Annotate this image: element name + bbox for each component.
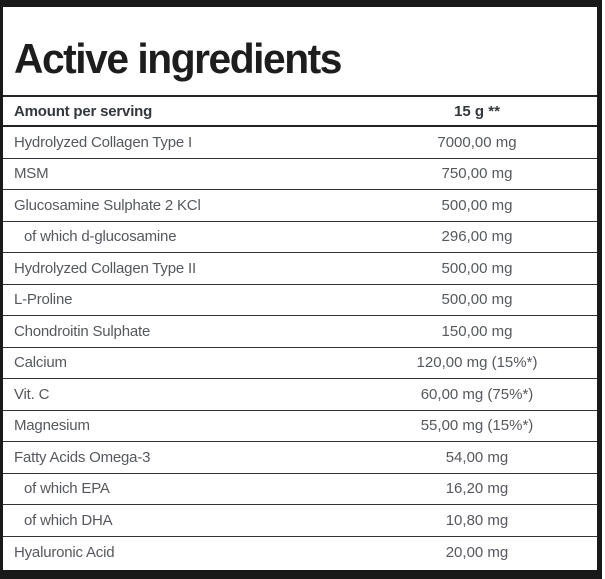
ingredient-name: of which d-glucosamine bbox=[24, 228, 177, 246]
ingredient-amount: 16,20 mg bbox=[445, 480, 509, 498]
ingredient-amount: 55,00 mg (15%*) bbox=[420, 417, 534, 435]
ingredient-name: Hyaluronic Acid bbox=[14, 543, 115, 561]
ingredient-amount: 20,00 mg bbox=[445, 543, 509, 561]
ingredient-amount: 500,00 mg bbox=[441, 259, 513, 277]
ingredient-name: of which EPA bbox=[24, 480, 110, 498]
ingredient-amount: 150,00 mg bbox=[441, 322, 513, 340]
table-row: Chondroitin Sulphate 150,00 mg bbox=[3, 316, 597, 348]
ingredient-rows: Hydrolyzed Collagen Type I 7000,00 mg MS… bbox=[3, 127, 597, 568]
ingredient-amount: 296,00 mg bbox=[441, 228, 513, 246]
table-row: Calcium 120,00 mg (15%*) bbox=[3, 348, 597, 379]
table-row: of which DHA 10,80 mg bbox=[3, 505, 597, 537]
ingredient-name: Hydrolyzed Collagen Type II bbox=[14, 259, 196, 277]
table-row: Hydrolyzed Collagen Type II 500,00 mg bbox=[3, 253, 597, 285]
ingredient-amount: 7000,00 mg bbox=[437, 133, 517, 151]
ingredient-amount: 750,00 mg bbox=[441, 165, 513, 183]
ingredient-name: Hydrolyzed Collagen Type I bbox=[14, 133, 192, 151]
ingredient-amount: 10,80 mg bbox=[445, 511, 509, 529]
ingredient-name: of which DHA bbox=[24, 511, 113, 529]
ingredient-name: Calcium bbox=[14, 354, 67, 372]
ingredient-name: Chondroitin Sulphate bbox=[14, 322, 151, 340]
table-header-row: Amount per serving 15 g ** bbox=[3, 95, 597, 127]
table-row: Hyaluronic Acid 20,00 mg bbox=[3, 537, 597, 569]
serving-size-header: 15 g ** bbox=[454, 102, 500, 120]
ingredient-amount: 500,00 mg bbox=[441, 196, 513, 214]
table-row: MSM 750,00 mg bbox=[3, 159, 597, 190]
ingredient-name: Fatty Acids Omega-3 bbox=[14, 448, 151, 466]
table-row: L-Proline 500,00 mg bbox=[3, 285, 597, 316]
ingredient-name: L-Proline bbox=[14, 291, 73, 309]
ingredient-name: MSM bbox=[14, 165, 49, 183]
ingredient-amount: 120,00 mg (15%*) bbox=[416, 354, 538, 372]
ingredient-name: Glucosamine Sulphate 2 KCl bbox=[14, 196, 201, 214]
ingredient-name: Vit. C bbox=[14, 385, 50, 403]
title-area: Active ingredients bbox=[3, 7, 597, 95]
ingredient-name: Magnesium bbox=[14, 417, 90, 435]
table-row: Glucosamine Sulphate 2 KCl 500,00 mg bbox=[3, 190, 597, 222]
page-title: Active ingredients bbox=[14, 34, 342, 82]
table-row: Vit. C 60,00 mg (75%*) bbox=[3, 379, 597, 411]
ingredient-amount: 54,00 mg bbox=[445, 448, 509, 466]
table-row: of which d-glucosamine 296,00 mg bbox=[3, 222, 597, 253]
amount-per-serving-header: Amount per serving bbox=[14, 102, 153, 120]
table-row: Fatty Acids Omega-3 54,00 mg bbox=[3, 442, 597, 474]
ingredient-amount: 500,00 mg bbox=[441, 291, 513, 309]
table-row: of which EPA 16,20 mg bbox=[3, 474, 597, 505]
table-row: Hydrolyzed Collagen Type I 7000,00 mg bbox=[3, 127, 597, 159]
table-row: Magnesium 55,00 mg (15%*) bbox=[3, 411, 597, 442]
ingredient-amount: 60,00 mg (75%*) bbox=[420, 385, 534, 403]
